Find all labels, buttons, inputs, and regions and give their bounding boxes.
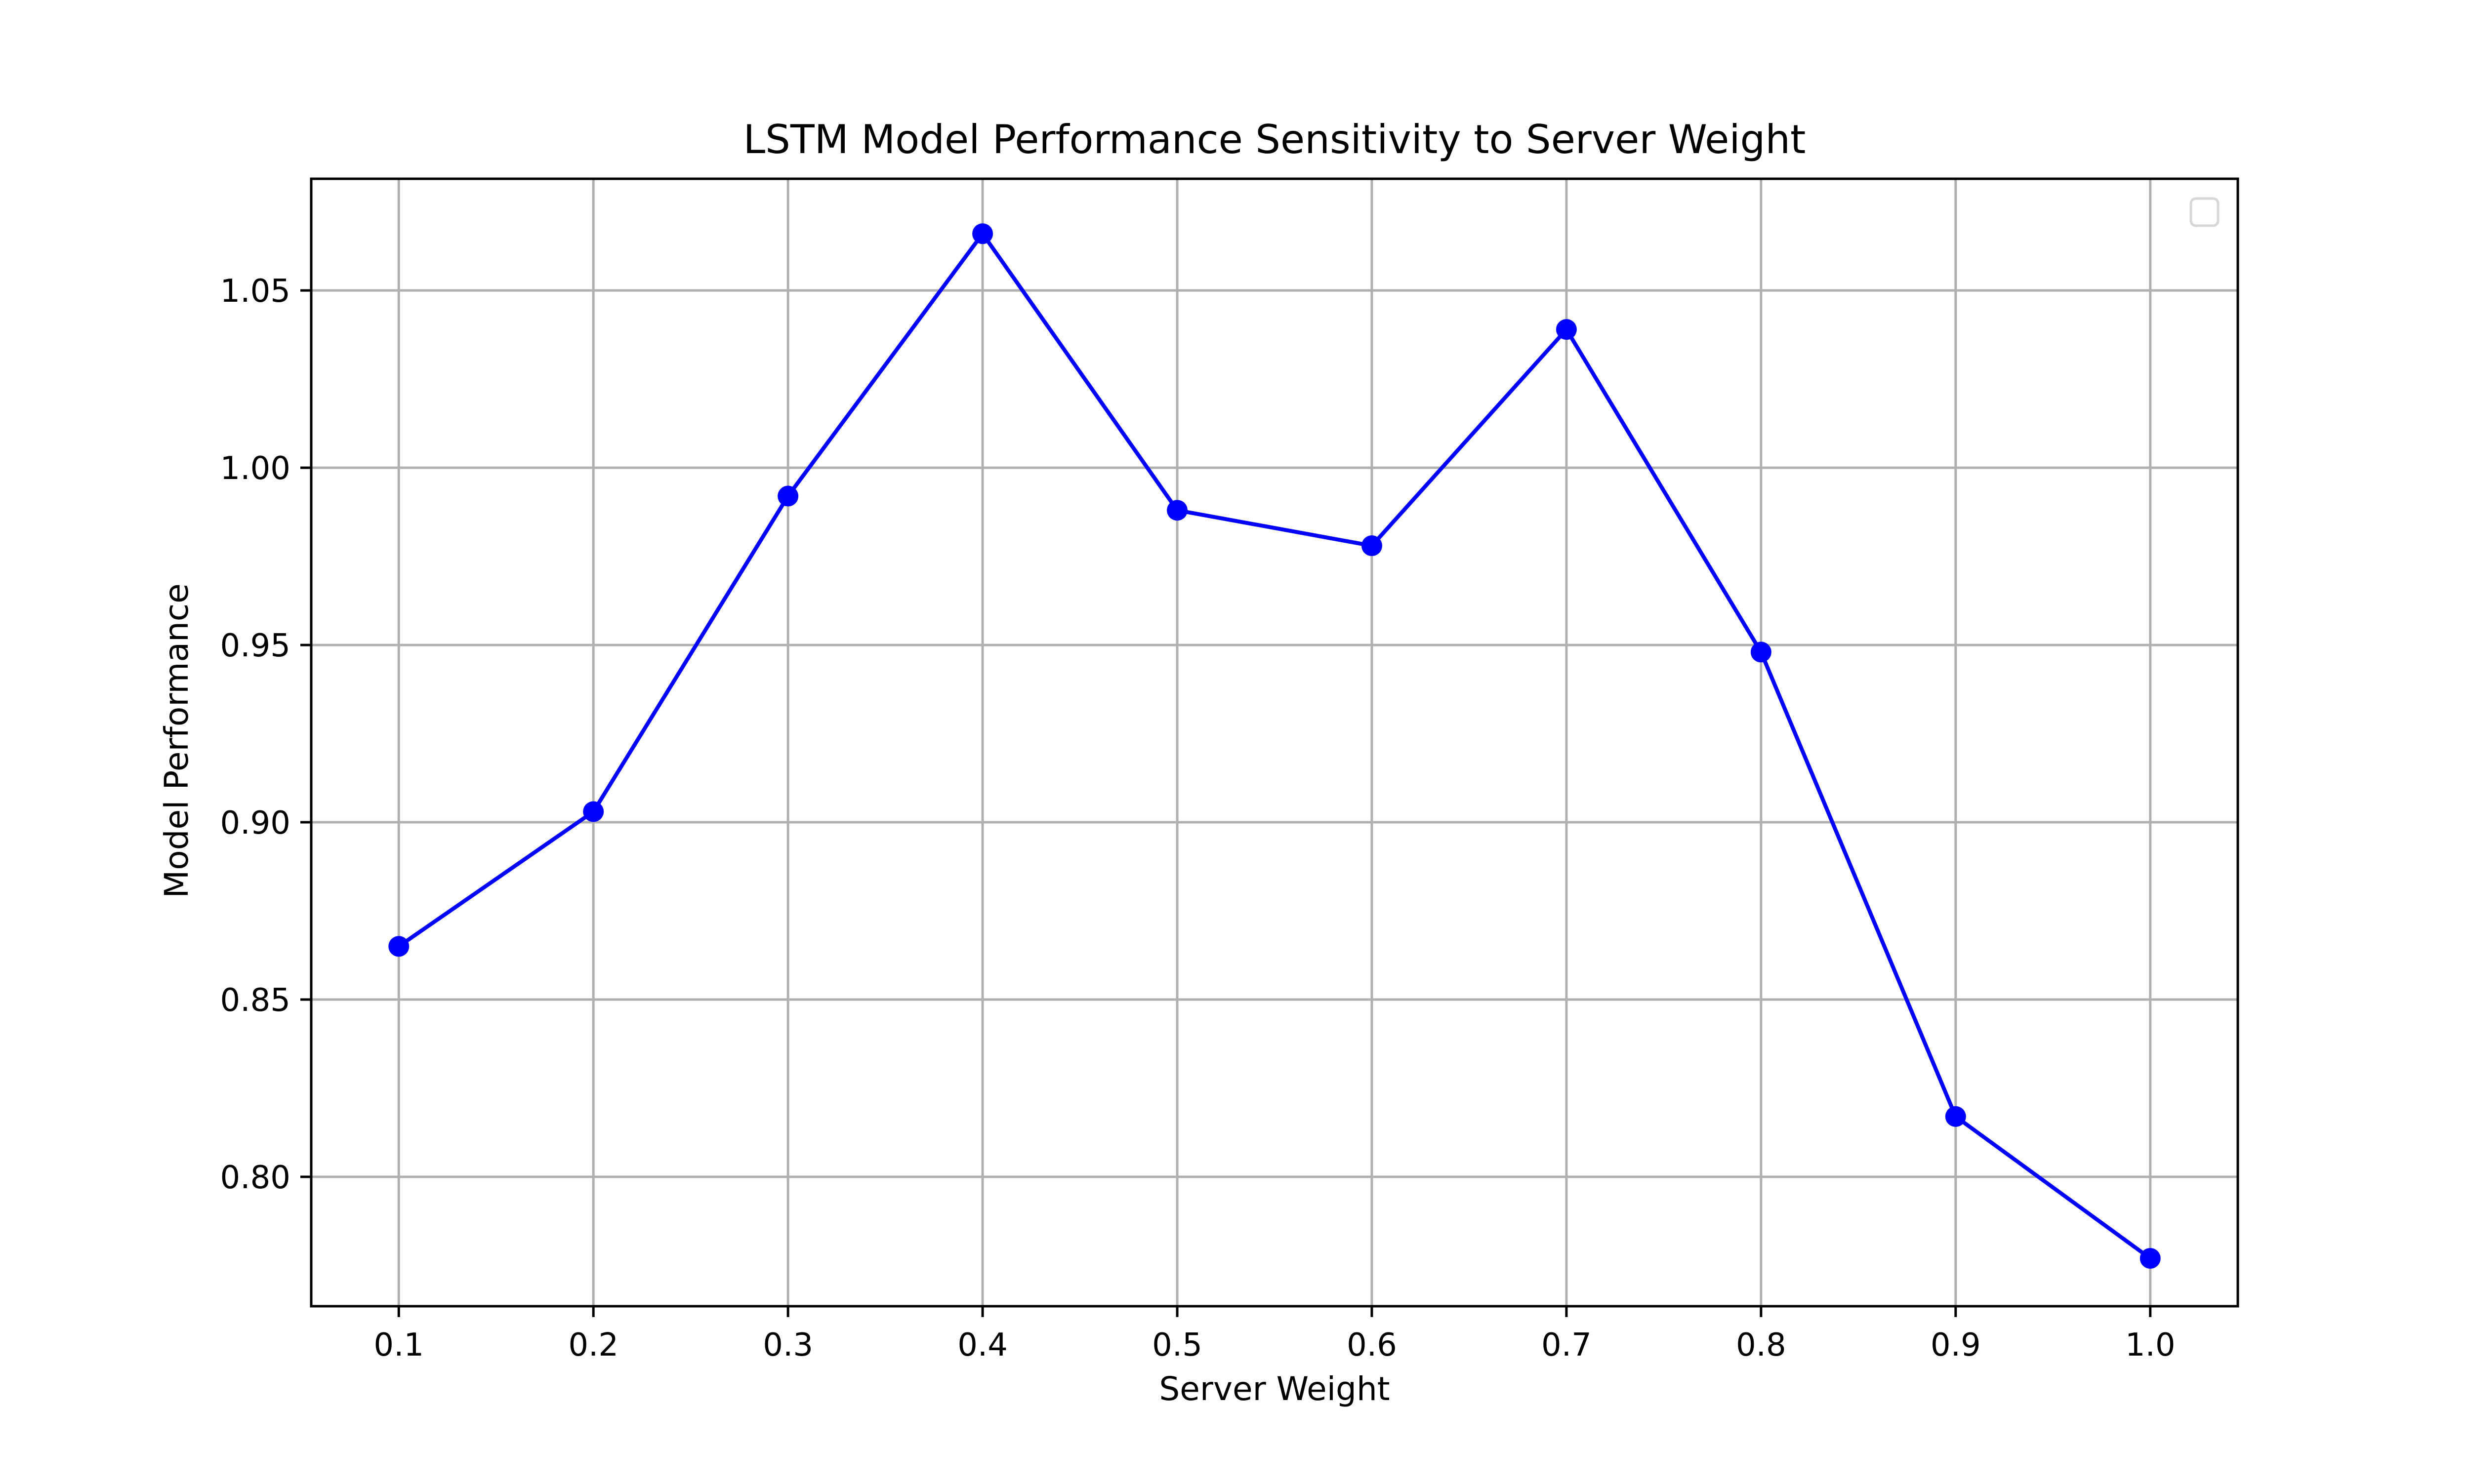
x-tick-label: 0.6 <box>1347 1327 1397 1364</box>
x-tick-label: 0.2 <box>568 1327 618 1364</box>
grid <box>311 179 2238 1306</box>
series <box>388 223 2161 1269</box>
y-tick-label: 1.00 <box>220 450 291 487</box>
data-point <box>1750 642 1771 663</box>
x-tick-label: 1.0 <box>2125 1327 2176 1364</box>
y-tick-label: 0.80 <box>220 1160 291 1196</box>
y-tick-label: 0.95 <box>220 628 291 664</box>
plot-frame <box>310 177 2239 1308</box>
x-tick-label: 0.1 <box>373 1327 424 1364</box>
data-point <box>2140 1248 2161 1269</box>
y-tick-label: 0.90 <box>220 805 291 842</box>
y-tick-label: 1.05 <box>220 273 291 310</box>
axes: 0.1 0.2 0.3 0.4 0.5 0.6 0.7 0.8 0.9 1.0 0.80 0.85 0.… <box>220 177 2239 1364</box>
chart-title: LSTM Model Performance Sensitivity to Se… <box>743 117 1806 162</box>
data-point <box>1945 1106 1966 1127</box>
data-point <box>1361 535 1382 557</box>
series-line <box>397 232 2152 1260</box>
y-axis-label: Model Performance <box>158 583 196 898</box>
x-tick-label: 0.4 <box>957 1327 1008 1364</box>
x-tick-label: 0.7 <box>1541 1327 1592 1364</box>
data-point <box>583 801 604 822</box>
x-tick-label: 0.8 <box>1736 1327 1786 1364</box>
data-point <box>388 936 410 957</box>
data-point <box>778 485 799 507</box>
data-point <box>1167 500 1188 521</box>
x-axis-label: Server Weight <box>1159 1370 1390 1408</box>
legend-box <box>2189 197 2220 227</box>
x-tick-label: 0.9 <box>1931 1327 1981 1364</box>
data-point <box>1556 319 1577 340</box>
data-point <box>972 223 993 244</box>
x-tick-label: 0.3 <box>763 1327 813 1364</box>
y-tick-label: 0.85 <box>220 982 291 1019</box>
x-tick-label: 0.5 <box>1152 1327 1202 1364</box>
